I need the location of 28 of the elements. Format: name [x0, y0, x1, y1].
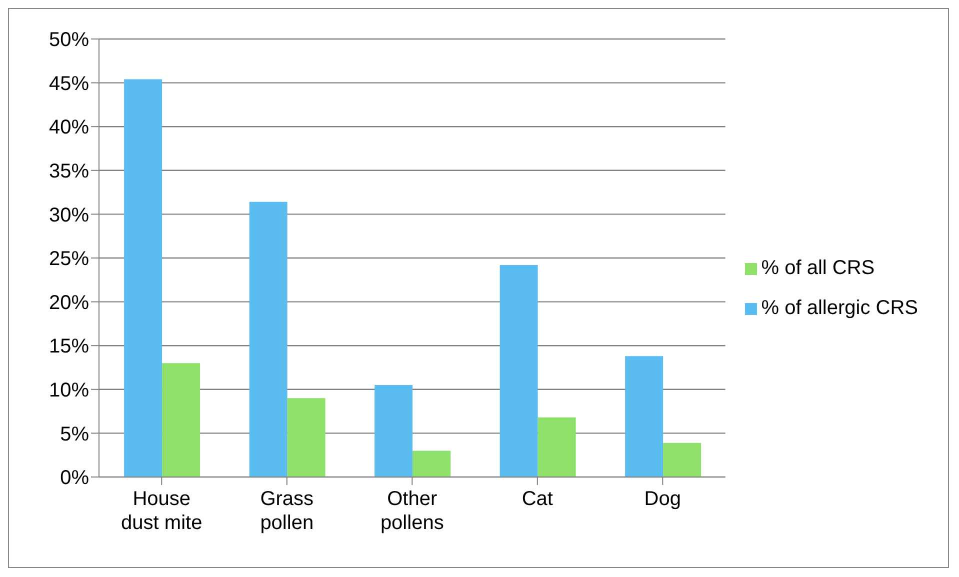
y-tick-label: 15%	[48, 336, 90, 358]
bar	[625, 356, 664, 477]
bar	[500, 265, 538, 477]
y-tick-label: 50%	[48, 29, 90, 52]
bar	[287, 398, 326, 477]
y-tick-label: 35%	[48, 160, 90, 182]
x-tick-label: Grass pollen	[260, 488, 314, 534]
legend-label: % of allergic CRS	[761, 297, 918, 319]
bar	[249, 202, 288, 477]
x-tick-label: Dog	[644, 488, 682, 510]
y-tick-label: 30%	[48, 204, 90, 226]
y-tick-label: 20%	[48, 292, 90, 314]
x-tick-label: Cat	[522, 488, 554, 510]
bar	[124, 79, 162, 477]
x-tick-label: House dust mite	[121, 488, 202, 534]
legend-label: % of all CRS	[761, 257, 875, 279]
x-tick-label: Other pollens	[380, 488, 444, 534]
y-tick-label: 5%	[60, 423, 90, 446]
bar	[663, 442, 702, 477]
bar	[538, 417, 576, 477]
bar	[162, 363, 200, 477]
y-tick-label: 40%	[48, 116, 90, 139]
y-tick-label: 0%	[60, 467, 90, 490]
y-tick-label: 10%	[48, 380, 90, 402]
bar	[412, 450, 451, 477]
y-tick-label: 25%	[48, 248, 90, 270]
y-tick-label: 45%	[48, 72, 90, 95]
bar	[374, 385, 413, 477]
